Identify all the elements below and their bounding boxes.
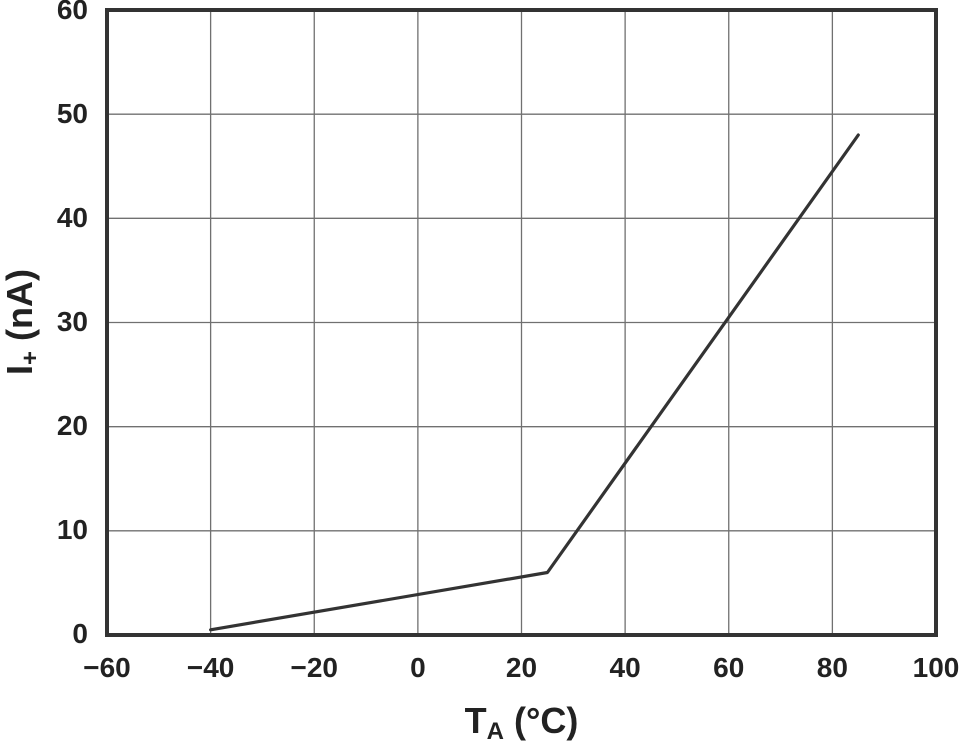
svg-text:0: 0 [72, 618, 88, 649]
svg-text:0: 0 [410, 652, 426, 683]
svg-text:40: 40 [57, 202, 88, 233]
svg-text:20: 20 [57, 410, 88, 441]
svg-text:60: 60 [713, 652, 744, 683]
svg-text:I+ (nA): I+ (nA) [0, 269, 44, 375]
svg-text:30: 30 [57, 306, 88, 337]
svg-text:100: 100 [913, 652, 960, 683]
svg-text:−60: −60 [83, 652, 131, 683]
svg-text:TA (°C): TA (°C) [465, 700, 579, 743]
svg-text:20: 20 [506, 652, 537, 683]
svg-text:80: 80 [817, 652, 848, 683]
svg-text:60: 60 [57, 0, 88, 25]
svg-text:−40: −40 [187, 652, 235, 683]
svg-text:40: 40 [610, 652, 641, 683]
svg-text:−20: −20 [291, 652, 339, 683]
svg-text:50: 50 [57, 98, 88, 129]
svg-text:10: 10 [57, 514, 88, 545]
